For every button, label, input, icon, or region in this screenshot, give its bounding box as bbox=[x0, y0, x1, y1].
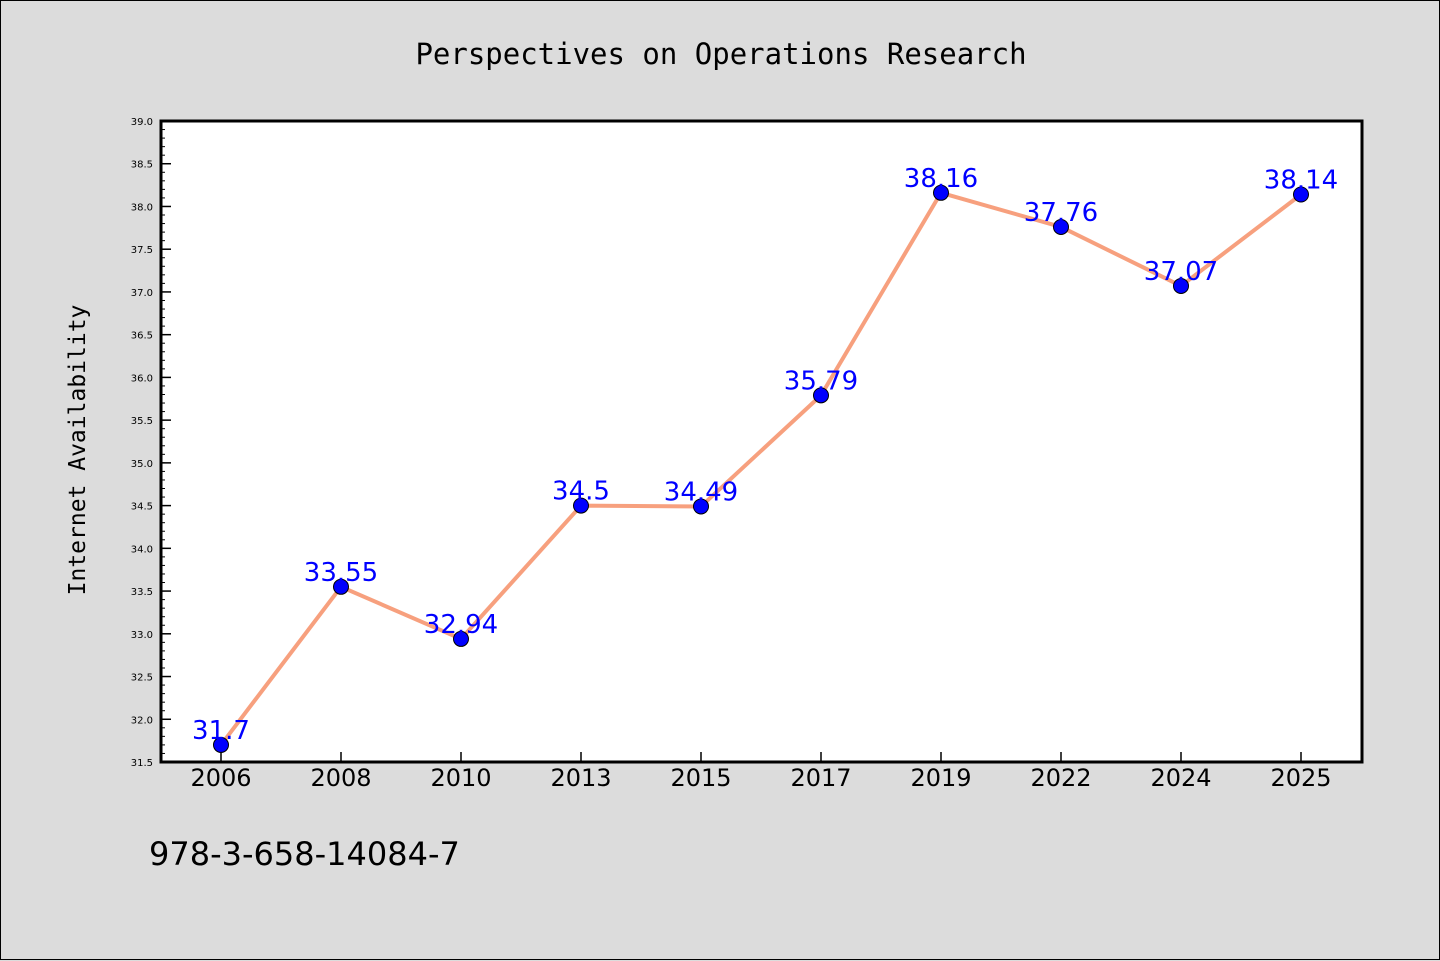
x-tick-label: 2019 bbox=[910, 764, 971, 792]
plot-area bbox=[161, 121, 1362, 762]
data-point bbox=[1173, 277, 1189, 294]
y-tick-label: 34.5 bbox=[131, 502, 153, 513]
x-tick-label: 2025 bbox=[1270, 764, 1331, 792]
data-point bbox=[813, 387, 829, 404]
x-tick-label: 2006 bbox=[190, 764, 251, 792]
data-point bbox=[573, 497, 589, 514]
data-point bbox=[453, 630, 469, 647]
y-tick-label: 37.0 bbox=[131, 288, 153, 299]
data-label: 38.14 bbox=[1264, 166, 1338, 196]
data-label: 35.79 bbox=[784, 366, 858, 396]
x-tick-label: 2013 bbox=[550, 764, 611, 792]
y-tick-label: 32.5 bbox=[131, 673, 153, 684]
data-label: 33.55 bbox=[304, 558, 378, 588]
y-tick-label: 37.5 bbox=[131, 245, 153, 256]
data-point bbox=[333, 578, 349, 595]
chart-title: Perspectives on Operations Research bbox=[415, 37, 1026, 71]
data-label: 32.94 bbox=[424, 610, 498, 640]
x-axis-ticks: 2006 2008 2010 2013 2015 2017 2019 2022 2024 2025 bbox=[190, 752, 1332, 792]
y-tick-label: 38.0 bbox=[131, 202, 153, 213]
data-label: 34.49 bbox=[664, 477, 738, 507]
x-tick-label: 2017 bbox=[790, 764, 851, 792]
x-tick-label: 2015 bbox=[670, 764, 731, 792]
y-tick-label: 35.5 bbox=[131, 416, 153, 427]
y-tick-label: 34.0 bbox=[131, 544, 153, 555]
y-tick-label: 36.0 bbox=[131, 373, 153, 384]
isbn-text: 978-3-658-14084-7 bbox=[149, 835, 460, 873]
data-label: 34.5 bbox=[552, 477, 610, 507]
y-tick-label: 31.5 bbox=[131, 758, 153, 769]
data-point bbox=[1293, 186, 1309, 203]
data-label: 37.76 bbox=[1024, 198, 1098, 228]
x-tick-label: 2022 bbox=[1030, 764, 1091, 792]
data-label: 38.16 bbox=[904, 164, 978, 194]
y-tick-label: 33.0 bbox=[131, 630, 153, 641]
y-axis-ticks: 31.5 32.0 32.5 33.0 33.5 34.0 34.5 35.0 35.5 36.0… bbox=[131, 117, 171, 769]
plot-frame bbox=[159, 119, 1364, 764]
y-tick-label: 38.5 bbox=[131, 160, 153, 171]
y-axis-label: Internet Availability bbox=[65, 305, 91, 596]
y-tick-label: 36.5 bbox=[131, 331, 153, 342]
x-tick-label: 2024 bbox=[1150, 764, 1211, 792]
y-tick-label: 33.5 bbox=[131, 587, 153, 598]
series-line bbox=[219, 190, 1303, 747]
data-point bbox=[933, 184, 949, 201]
data-labels: 31.7 33.55 32.94 34.5 34.49 35.79 38.16 37.76 37… bbox=[192, 164, 1338, 746]
data-label: 31.7 bbox=[192, 716, 250, 746]
data-label: 37.07 bbox=[1144, 257, 1218, 287]
x-tick-label: 2008 bbox=[310, 764, 371, 792]
data-point bbox=[1053, 218, 1069, 235]
data-point bbox=[693, 498, 709, 515]
data-point bbox=[213, 736, 229, 753]
y-tick-label: 39.0 bbox=[131, 117, 153, 128]
y-tick-label: 32.0 bbox=[131, 715, 153, 726]
data-markers bbox=[213, 184, 1309, 753]
x-tick-label: 2010 bbox=[430, 764, 491, 792]
y-tick-label: 35.0 bbox=[131, 459, 153, 470]
